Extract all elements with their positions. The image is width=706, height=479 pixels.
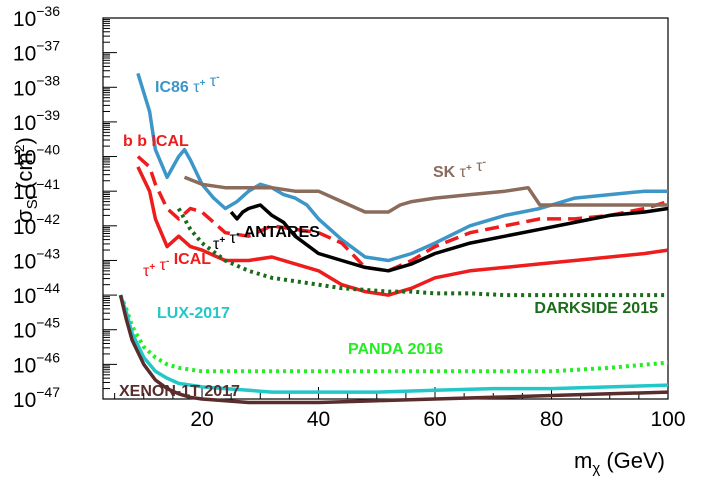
x-tick-label: 40: [307, 408, 330, 431]
series-label-8: XENON-1T 2017: [119, 383, 240, 400]
series-line-5: [176, 207, 668, 298]
series-label-4: τ+ τ- ICAL: [143, 251, 211, 280]
y-axis-ticks: 10−4710−4610−4510−4410−4310−4210−4110−40…: [13, 3, 117, 412]
series-line-2: [136, 166, 669, 297]
x-axis-ticks: 20 40 60 80 100: [114, 387, 686, 431]
x-tick-label: 100: [650, 408, 685, 431]
y-tick-label: 10−46: [13, 349, 60, 377]
y-tick-label: 10−45: [13, 315, 60, 343]
series-label-2: SK τ+ τ-: [433, 157, 486, 181]
x-tick-label: 20: [190, 408, 213, 431]
x-tick-label: 60: [423, 408, 446, 431]
series-label-0: IC86 τ+ τ-: [155, 72, 220, 96]
series-label-5: DARKSIDE 2015: [534, 300, 658, 317]
x-axis-subscript: χ: [592, 460, 600, 477]
y-tick-label: 10−39: [13, 107, 60, 135]
series-line-3: [229, 203, 669, 273]
series-label-6: LUX-2017: [157, 305, 230, 322]
y-tick-label: 10−36: [13, 3, 60, 31]
y-tick-label: 10−44: [13, 280, 60, 308]
series-label-1: b b ICAL: [123, 133, 189, 150]
series-labels: IC86 τ+ τ-b b ICAL SK τ+ τ-τ+ τ- ANTARESτ…: [119, 72, 658, 400]
series-line-4: [183, 175, 668, 214]
series-label-7: PANDA 2016: [348, 341, 443, 358]
series-line-1: [136, 155, 669, 273]
y-tick-label: 10−37: [13, 38, 60, 66]
y-tick-label: 10−38: [13, 72, 60, 100]
series-line-8: [118, 294, 669, 405]
x-tick-label: 80: [540, 408, 563, 431]
series-line-0: [136, 72, 668, 263]
x-axis-title: mχ (GeV): [574, 448, 665, 477]
y-tick-label: 10−47: [13, 384, 60, 412]
series-line-6: [118, 294, 669, 374]
series-layer: [118, 72, 669, 405]
series-line-7: [118, 294, 669, 394]
series-label-3: τ+ τ- ANTARES: [213, 224, 320, 253]
y-tick-label: 10−43: [13, 245, 60, 273]
